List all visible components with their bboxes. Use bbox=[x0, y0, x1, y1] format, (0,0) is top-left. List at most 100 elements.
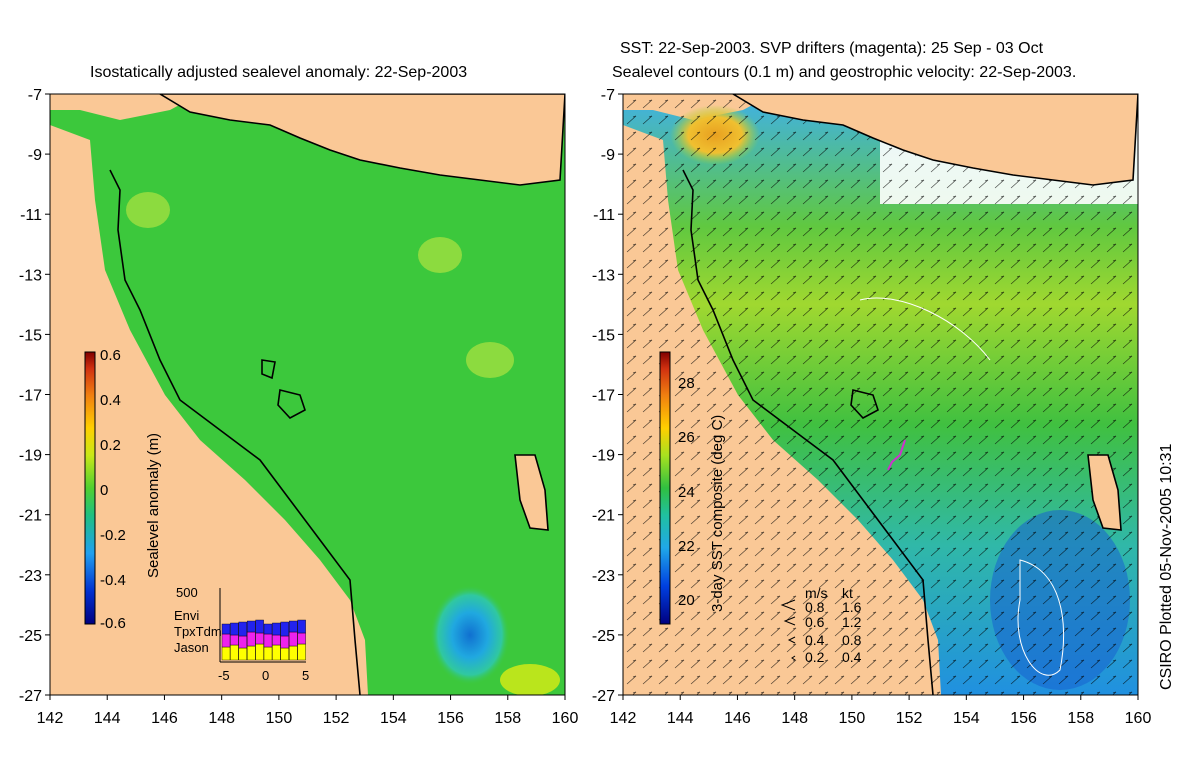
speed-legend-kt: 0.4 bbox=[842, 649, 862, 665]
inset-bar-segment bbox=[238, 621, 248, 637]
speed-legend-ms: 0.6 bbox=[805, 614, 825, 630]
lat-tick-label: -13 bbox=[592, 267, 615, 284]
inset-bar-segment bbox=[246, 645, 256, 661]
left-map-island-2 bbox=[261, 359, 276, 380]
inset-bar-segment bbox=[221, 633, 231, 648]
inset-bar-segment bbox=[263, 633, 273, 648]
inset-bar-segment bbox=[280, 635, 289, 649]
lon-tick-label: 158 bbox=[494, 710, 521, 727]
right-colorbar-tick: 20 bbox=[678, 592, 695, 609]
lon-tick-label: 144 bbox=[667, 710, 694, 727]
left-colorbar-tick: 0.6 bbox=[100, 347, 121, 364]
right-colorbar-label: 3-day SST composite (deg C) bbox=[709, 415, 726, 612]
inset-bar-segment bbox=[280, 647, 289, 661]
speed-legend-ms: 0.4 bbox=[805, 632, 825, 648]
lat-tick-label: -15 bbox=[19, 327, 42, 344]
inset-bar-segment bbox=[272, 634, 281, 646]
lat-tick-label: -7 bbox=[28, 87, 42, 104]
inset-bar-segment bbox=[246, 620, 256, 633]
right-map-island bbox=[1087, 454, 1122, 531]
lon-tick-label: 152 bbox=[323, 710, 350, 727]
lat-tick-label: -27 bbox=[592, 688, 615, 705]
lat-tick-label: -17 bbox=[19, 388, 42, 405]
left-colorbar-tick: 0.4 bbox=[100, 392, 121, 409]
inset-legend-jason: Jason bbox=[174, 640, 209, 655]
inset-bar-segment bbox=[221, 623, 231, 635]
right-map-sla-contour-2 bbox=[859, 297, 991, 361]
inset-legend-tpxtdm: TpxTdm bbox=[174, 624, 222, 639]
inset-bars bbox=[221, 619, 306, 661]
left-colorbar-tick: -0.4 bbox=[100, 572, 126, 589]
satellite-inset: 500 Envi TpxTdm Jason -5 0 5 bbox=[174, 585, 309, 683]
left-colorbar-tick: 0.2 bbox=[100, 437, 121, 454]
inset-legend-envi: Envi bbox=[174, 608, 199, 623]
inset-bar-segment bbox=[280, 621, 289, 637]
inset-bar-segment bbox=[238, 635, 248, 649]
lon-tick-label: 150 bbox=[266, 710, 293, 727]
right-colorbar-tick: 22 bbox=[678, 538, 695, 555]
speed-arrow-icon bbox=[787, 636, 796, 644]
inset-bar-segment bbox=[289, 645, 298, 661]
inset-bar-segment bbox=[297, 619, 306, 634]
inset-bar-segment bbox=[263, 646, 273, 661]
lat-tick-label: -11 bbox=[593, 207, 615, 224]
right-colorbar bbox=[659, 351, 671, 625]
right-colorbar-tick: 24 bbox=[678, 484, 695, 501]
lon-tick-label: 160 bbox=[552, 710, 579, 727]
right-map-reef bbox=[850, 389, 879, 419]
left-map-shelf-contour bbox=[109, 169, 361, 695]
inset-bar-segment bbox=[272, 622, 281, 636]
speed-legend-ms: 0.2 bbox=[805, 649, 825, 665]
map-axes: -7 -9 -11 -13 -15 -17 -19 -21 -23 -25 -27 142 144 146… bbox=[19, 87, 1152, 727]
inset-bar-segment bbox=[289, 631, 298, 647]
inset-bar-segment bbox=[255, 643, 264, 661]
lat-tick-label: -7 bbox=[601, 87, 615, 104]
lat-tick-label: -21 bbox=[592, 508, 615, 525]
lon-tick-label: 152 bbox=[896, 710, 923, 727]
right-panel-title-line1: SST: 22-Sep-2003. SVP drifters (magenta)… bbox=[620, 40, 1044, 57]
lat-tick-label: -13 bbox=[19, 267, 42, 284]
speed-legend-ms: 0.8 bbox=[805, 599, 825, 615]
lon-tick-label: 148 bbox=[781, 710, 808, 727]
lon-tick-label: 160 bbox=[1125, 710, 1152, 727]
lat-tick-label: -19 bbox=[19, 448, 42, 465]
inset-xtick: 0 bbox=[262, 668, 269, 683]
speed-legend-kt: 0.8 bbox=[842, 632, 862, 648]
credit-text: CSIRO Plotted 05-Nov-2005 10:31 bbox=[1158, 443, 1175, 690]
left-colorbar bbox=[84, 351, 96, 625]
inset-ymax-label: 500 bbox=[176, 585, 198, 600]
lat-tick-label: -9 bbox=[28, 147, 42, 164]
right-map bbox=[623, 94, 1138, 695]
right-map-sla-contour bbox=[1017, 559, 1065, 676]
inset-bar-segment bbox=[297, 643, 306, 661]
lon-tick-label: 142 bbox=[37, 710, 64, 727]
right-colorbar-ticks: 28 26 24 22 20 bbox=[678, 375, 695, 609]
lon-tick-label: 150 bbox=[839, 710, 866, 727]
left-map bbox=[50, 94, 565, 695]
right-map-vectors bbox=[623, 94, 1138, 695]
lat-tick-label: -11 bbox=[20, 207, 42, 224]
lon-tick-label: 154 bbox=[380, 710, 407, 727]
speed-legend-kt: 1.2 bbox=[842, 614, 862, 630]
lat-tick-label: -21 bbox=[19, 508, 42, 525]
lon-tick-label: 156 bbox=[437, 710, 464, 727]
left-map-warm-patch-4 bbox=[500, 664, 560, 695]
inset-xtick: 5 bbox=[302, 668, 309, 683]
lat-tick-label: -23 bbox=[19, 568, 42, 585]
left-colorbar-ticks: 0.6 0.4 0.2 0 -0.2 -0.4 -0.6 bbox=[100, 347, 126, 632]
inset-bar-segment bbox=[230, 634, 239, 646]
left-map-warm-patch-3 bbox=[466, 342, 514, 378]
inset-bar-segment bbox=[246, 631, 256, 647]
inset-bar-segment bbox=[221, 646, 231, 661]
left-map-island bbox=[514, 454, 549, 531]
right-colorbar-tick: 28 bbox=[678, 375, 695, 392]
speed-legend-header-kt: kt bbox=[842, 585, 853, 601]
left-colorbar-label: Sealevel anomaly (m) bbox=[145, 433, 162, 578]
inset-bar-segment bbox=[263, 623, 273, 635]
inset-xtick: -5 bbox=[218, 668, 230, 683]
speed-arrow-icon bbox=[783, 616, 796, 626]
right-map-shelf-contour bbox=[682, 169, 934, 695]
left-panel-title: Isostatically adjusted sealevel anomaly:… bbox=[90, 64, 468, 81]
lon-tick-label: 158 bbox=[1067, 710, 1094, 727]
